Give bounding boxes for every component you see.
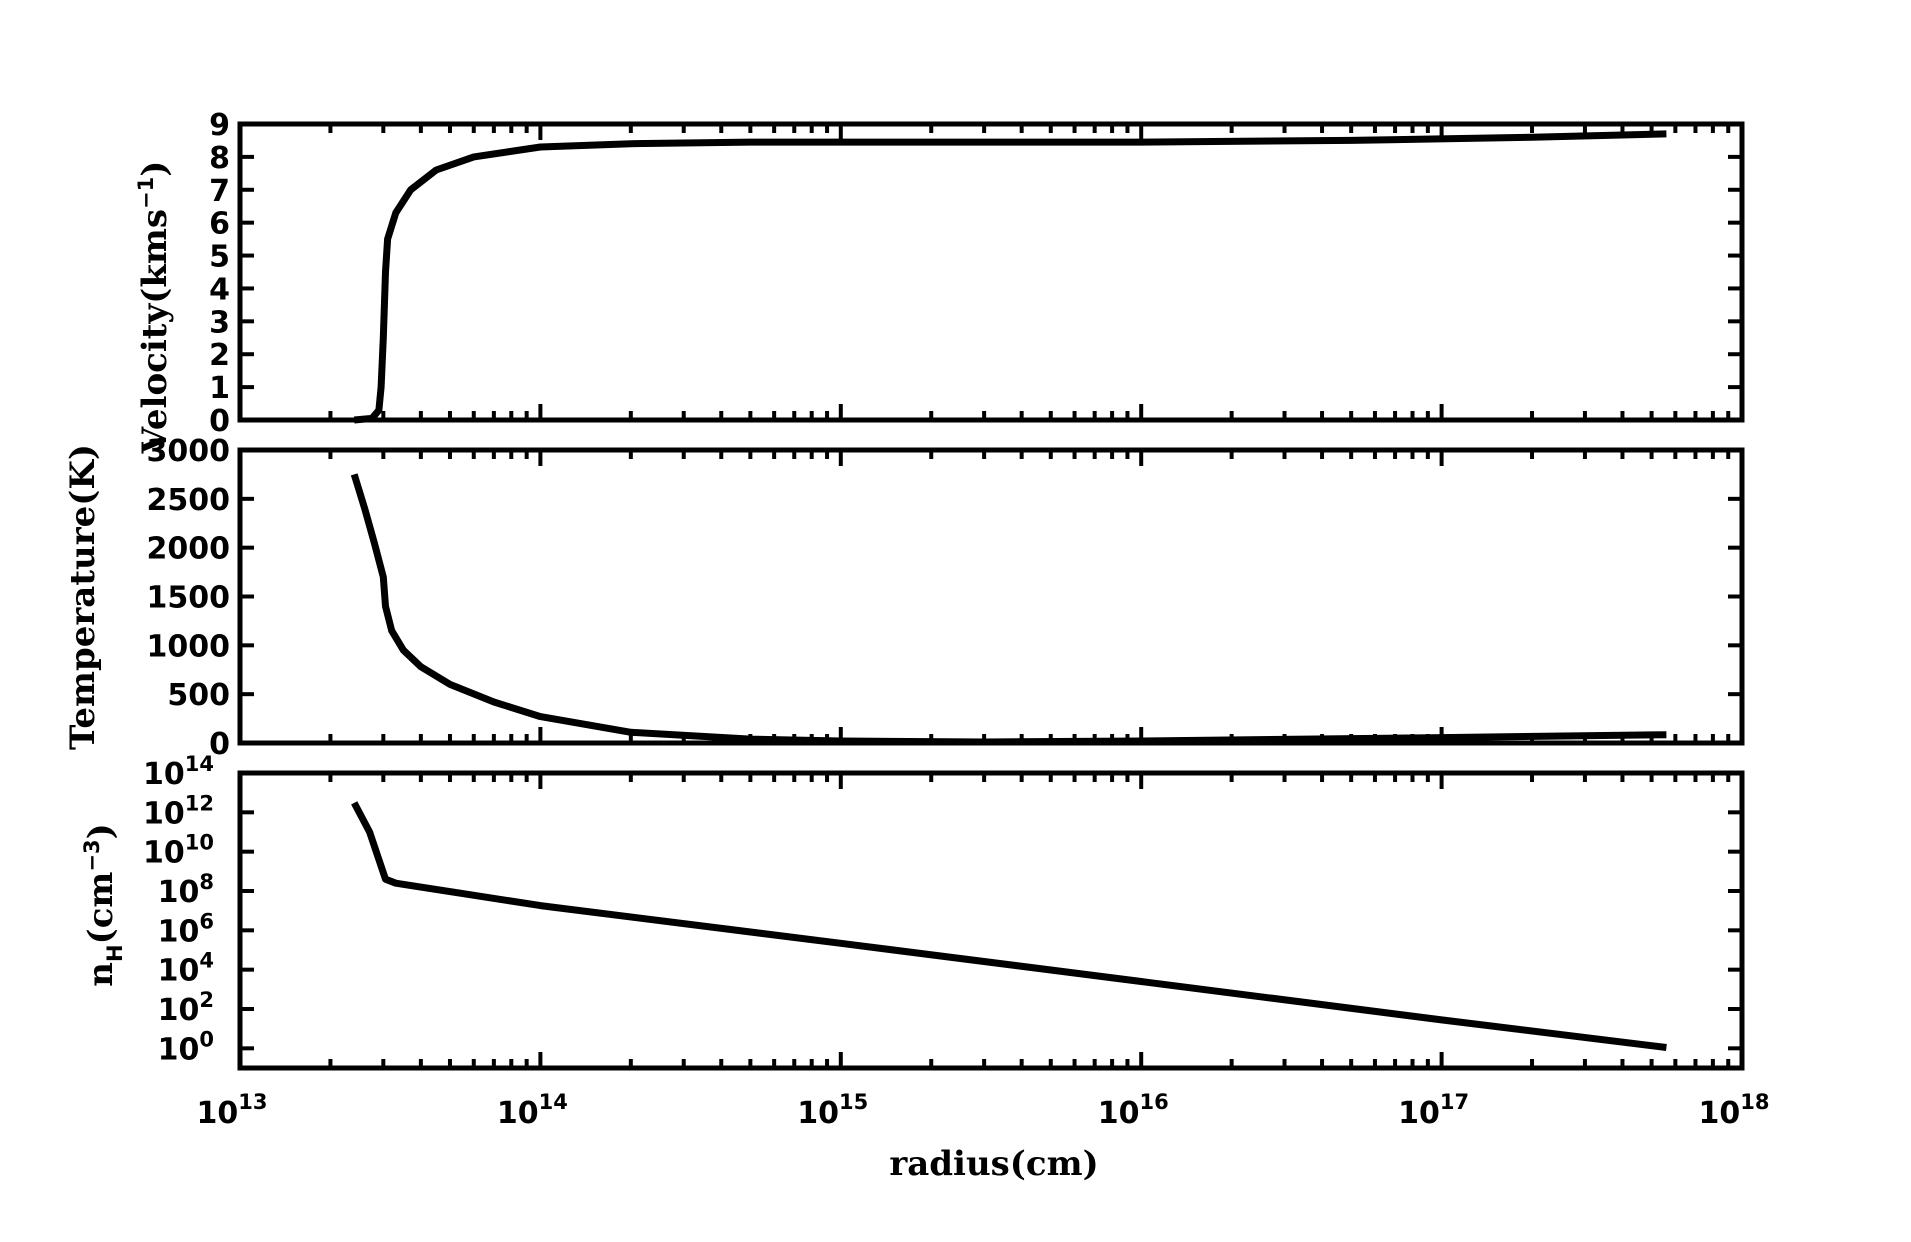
velocity-ytick-label: 3 (209, 305, 230, 340)
temperature-ytick-label: 2500 (147, 483, 231, 518)
temperature-ytick-label: 3000 (147, 434, 231, 469)
density-ytick-label: 1014 (143, 752, 214, 792)
density-ytick-label: 1010 (143, 831, 214, 871)
temperature-ylabel: Temperature(K) (63, 444, 103, 750)
temperature-panel: 0 500 1000 1500 2000 2500 3000 (147, 434, 1745, 762)
temperature-series-line (350, 473, 1667, 746)
density-ytick-label: 108 (158, 870, 214, 910)
velocity-ytick-label: 1 (209, 371, 230, 406)
velocity-ytick-label: 2 (209, 338, 230, 373)
temperature-frame (237, 447, 1745, 746)
x-tick-label: 1016 (1098, 1090, 1169, 1131)
temperature-ytick-label: 0 (209, 727, 230, 762)
velocity-ylabel: Velocity(kms−1) (134, 161, 175, 455)
x-axis: 1013 1014 1015 1016 1017 1018 (197, 1090, 1770, 1131)
velocity-ytick-label: 5 (209, 240, 230, 275)
x-tick-label: 1014 (497, 1090, 568, 1131)
x-tick-label: 1018 (1699, 1090, 1770, 1131)
density-ylabel: nH(cm−3) (80, 823, 127, 986)
x-tick-label: 1015 (797, 1090, 868, 1131)
temperature-ytick-label: 2000 (147, 532, 231, 567)
x-tick-label: 1017 (1398, 1090, 1469, 1131)
density-ytick-label: 104 (158, 949, 214, 989)
temperature-ytick-label: 1000 (147, 629, 231, 664)
velocity-ytick-label: 6 (209, 207, 230, 242)
density-ytick-label: 1012 (143, 791, 214, 831)
density-frame (237, 770, 1745, 1071)
density-ytick-label: 106 (158, 909, 214, 949)
temperature-ytick-label: 1500 (147, 581, 231, 616)
density-ytick-label: 102 (158, 988, 214, 1028)
velocity-ytick-label: 0 (209, 404, 230, 439)
velocity-ytick-label: 7 (209, 174, 230, 209)
density-series-line (351, 801, 1667, 1051)
velocity-ytick-label: 8 (209, 141, 230, 176)
velocity-ytick-label: 4 (209, 272, 230, 307)
velocity-series-line (353, 130, 1667, 424)
x-axis-label: radius(cm) (889, 1144, 1098, 1184)
density-ytick-label: 100 (158, 1027, 214, 1067)
velocity-ytick-label: 9 (209, 108, 230, 143)
x-tick-label: 1013 (197, 1090, 268, 1131)
velocity-frame (237, 121, 1745, 423)
temperature-ytick-label: 500 (167, 678, 230, 713)
